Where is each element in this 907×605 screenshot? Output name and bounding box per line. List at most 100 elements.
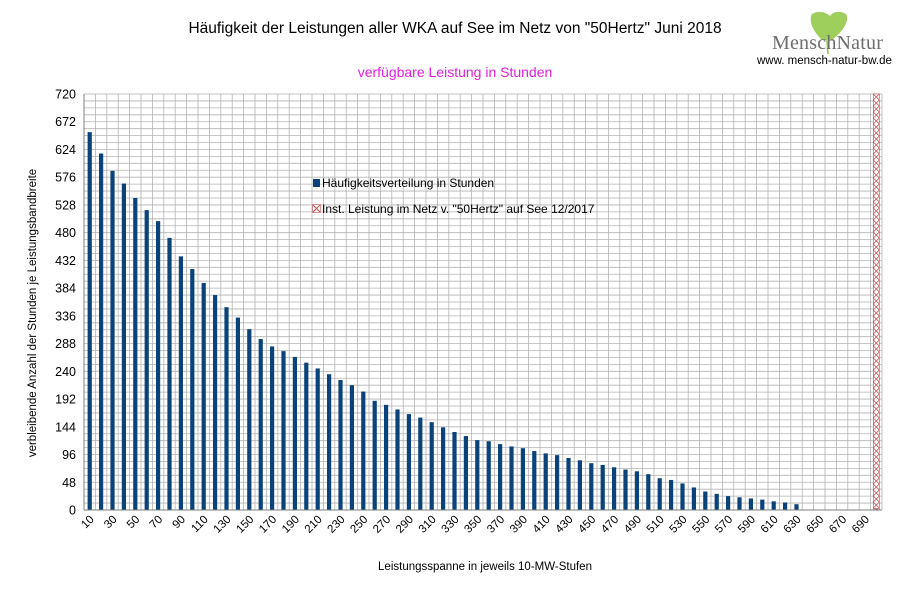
capacity-hatch	[873, 243, 880, 251]
capacity-hatch	[873, 249, 880, 257]
bar	[292, 356, 297, 510]
bar	[600, 464, 605, 510]
capacity-hatch	[873, 273, 880, 281]
bar	[691, 487, 696, 510]
capacity-hatch	[873, 219, 880, 227]
bar	[441, 427, 446, 510]
capacity-hatch	[873, 501, 880, 509]
capacity-hatch	[873, 183, 880, 191]
y-tick-label: 432	[55, 254, 76, 268]
x-tick-labels: 10 30 50 70 90 110 130 150 170 190 210 230 250 270 290…	[79, 514, 872, 536]
y-tick-label: 288	[55, 337, 76, 351]
capacity-hatch	[873, 471, 880, 479]
bar	[589, 463, 594, 510]
bar	[429, 422, 434, 510]
x-tick-label: 510	[645, 514, 667, 536]
bar	[384, 404, 389, 510]
capacity-hatch	[873, 261, 880, 269]
x-tick-label: 550	[690, 514, 712, 536]
bar	[99, 153, 104, 510]
x-tick-label: 10	[79, 514, 97, 532]
bar	[270, 346, 275, 510]
y-tick-label: 672	[55, 115, 76, 129]
legend-label-capacity: Inst. Leistung im Netz v. "50Hertz" auf …	[322, 202, 595, 216]
legend-item-capacity: Inst. Leistung im Netz v. "50Hertz" auf …	[312, 202, 595, 216]
capacity-hatch	[873, 369, 880, 377]
bar	[178, 256, 183, 510]
capacity-hatch	[873, 321, 880, 329]
x-tick-label: 310	[417, 514, 439, 536]
x-tick-label: 150	[234, 514, 256, 536]
x-tick-label: 250	[348, 514, 370, 536]
capacity-hatch	[873, 375, 880, 383]
capacity-hatch	[873, 153, 880, 161]
x-tick-label: 290	[394, 514, 416, 536]
y-tick-label: 384	[55, 282, 76, 296]
capacity-hatch	[873, 477, 880, 485]
chart-subtitle: verfügbare Leistung in Stunden	[357, 64, 553, 80]
capacity-hatch	[873, 93, 880, 101]
capacity-hatch	[873, 447, 880, 455]
bar	[783, 502, 788, 510]
bar	[190, 269, 195, 510]
x-tick-label: 30	[102, 514, 120, 532]
capacity-hatch	[873, 303, 880, 311]
bar	[110, 170, 115, 510]
capacity-hatch	[873, 135, 880, 143]
capacity-hatch	[873, 453, 880, 461]
capacity-hatch	[873, 225, 880, 233]
capacity-hatch	[873, 291, 880, 299]
capacity-hatch	[873, 483, 880, 491]
axes	[83, 94, 882, 511]
x-tick-label: 650	[804, 514, 826, 536]
x-tick-label: 670	[827, 514, 849, 536]
capacity-hatch	[873, 279, 880, 287]
y-tick-label: 576	[55, 171, 76, 185]
capacity-hatch	[873, 345, 880, 353]
bar	[121, 183, 126, 511]
bar	[235, 317, 240, 510]
capacity-hatch	[873, 213, 880, 221]
capacity-hatch	[873, 399, 880, 407]
y-tick-label: 144	[55, 420, 76, 434]
capacity-hatch	[873, 381, 880, 389]
x-tick-label: 590	[736, 514, 758, 536]
capacity-hatch	[873, 195, 880, 203]
bar	[87, 132, 92, 510]
x-tick-label: 270	[371, 514, 393, 536]
capacity-hatch	[873, 357, 880, 365]
bar	[463, 436, 468, 510]
y-tick-label: 48	[62, 476, 76, 490]
capacity-hatch	[873, 123, 880, 131]
x-tick-label: 70	[148, 514, 166, 532]
x-tick-label: 610	[759, 514, 781, 536]
bar	[612, 467, 617, 510]
y-tick-label: 480	[55, 226, 76, 240]
x-tick-label: 370	[485, 514, 507, 536]
bar	[760, 499, 765, 510]
bar	[452, 432, 457, 510]
bar	[634, 471, 639, 510]
capacity-hatch	[873, 207, 880, 215]
bar	[498, 444, 503, 510]
bar	[133, 198, 138, 510]
x-tick-label: 570	[713, 514, 735, 536]
capacity-hatch	[873, 129, 880, 137]
capacity-hatch	[873, 159, 880, 167]
capacity-hatch	[873, 327, 880, 335]
capacity-hatch	[873, 171, 880, 179]
bar	[520, 448, 525, 510]
x-tick-label: 630	[782, 514, 804, 536]
bar	[395, 409, 400, 510]
x-tick-label: 110	[189, 514, 210, 535]
x-tick-label: 130	[212, 514, 234, 536]
capacity-hatch	[873, 423, 880, 431]
capacity-hatch	[873, 309, 880, 317]
legend-item-distribution: Häufigkeitsverteilung in Stunden	[313, 176, 594, 190]
x-tick-label: 230	[326, 514, 348, 536]
y-tick-label: 0	[69, 504, 76, 518]
x-tick-label: 50	[125, 514, 143, 532]
x-tick-label: 430	[554, 514, 576, 536]
capacity-hatch	[873, 351, 880, 359]
x-tick-label: 690	[850, 514, 872, 536]
